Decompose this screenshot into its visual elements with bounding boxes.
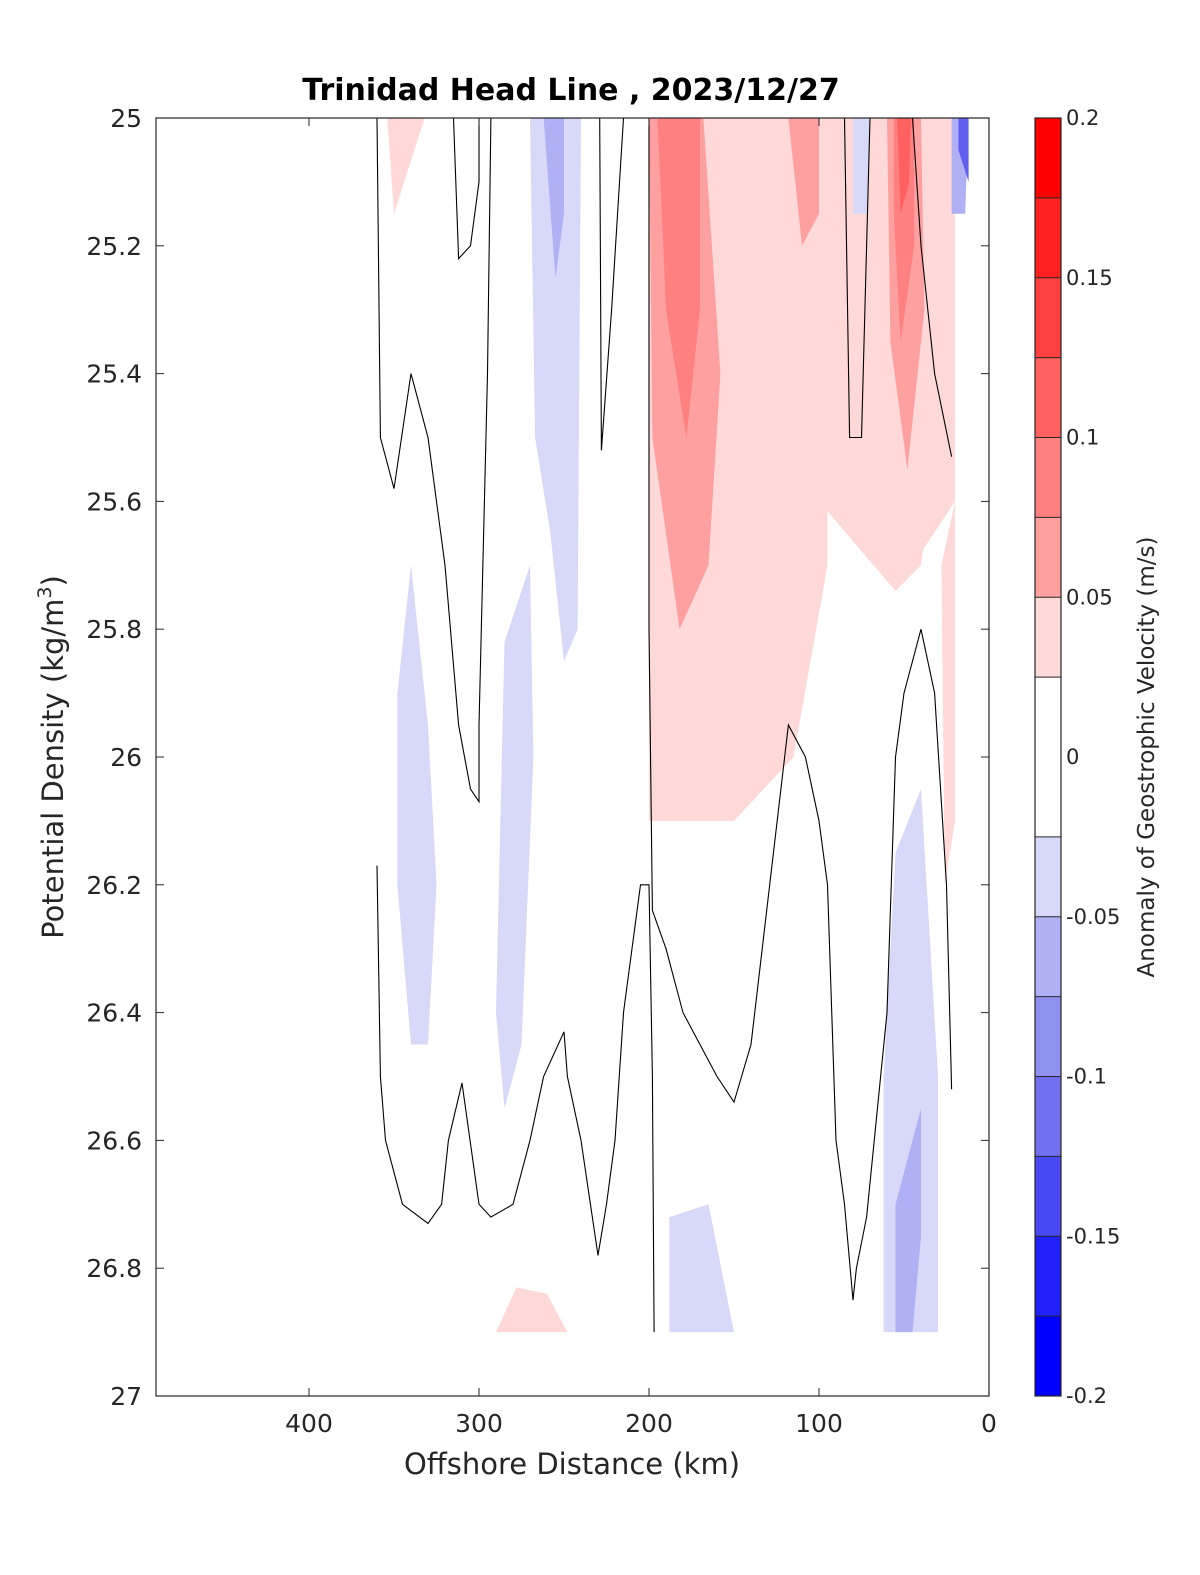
y-tick-label: 26.2 bbox=[86, 871, 142, 900]
x-tick-label: 100 bbox=[795, 1409, 843, 1438]
colorbar-swatch-11 bbox=[1035, 1076, 1061, 1157]
velocity-region-16 bbox=[853, 118, 870, 214]
x-axis-ticks: 400 300 200 100 0 bbox=[285, 118, 997, 1438]
y-tick-label: 25.4 bbox=[86, 360, 142, 389]
colorbar-swatch-6 bbox=[1035, 597, 1061, 678]
velocity-region-11 bbox=[496, 1287, 568, 1333]
chart-title: Trinidad Head Line , 2023/12/27 bbox=[302, 73, 839, 108]
velocity-region-14 bbox=[397, 565, 437, 1045]
colorbar-tick-label: -0.2 bbox=[1066, 1384, 1107, 1408]
colorbar-tick-label: -0.15 bbox=[1066, 1224, 1120, 1248]
colorbar-tick-label: 0.1 bbox=[1066, 426, 1099, 450]
y-tick-label: 25.8 bbox=[86, 615, 142, 644]
x-tick-label: 300 bbox=[455, 1409, 503, 1438]
velocity-fill-regions bbox=[387, 118, 969, 1333]
zero-contour-5 bbox=[843, 117, 871, 439]
colorbar-swatch-13 bbox=[1035, 1236, 1061, 1317]
colorbar-swatch-5 bbox=[1035, 517, 1061, 598]
y-tick-label: 25.6 bbox=[86, 487, 142, 516]
colorbar: 0.2 0.15 0.1 0.05 0 -0.05 -0.1 -0.15 -0.2 bbox=[1034, 106, 1120, 1408]
zero-contour-lines bbox=[376, 117, 953, 1333]
colorbar-swatch-0 bbox=[1035, 118, 1061, 198]
y-axis-label-superscript: 3 bbox=[34, 586, 56, 598]
y-tick-label: 26 bbox=[110, 743, 142, 772]
zero-contour-1 bbox=[452, 117, 480, 260]
colorbar-label: Anomaly of Geostrophic Velocity (m/s) bbox=[1134, 537, 1160, 978]
colorbar-tick-label: 0.2 bbox=[1066, 106, 1099, 130]
y-tick-label: 26.6 bbox=[86, 1126, 142, 1155]
x-tick-label: 200 bbox=[625, 1409, 673, 1438]
colorbar-swatch-1 bbox=[1035, 197, 1061, 278]
x-tick-label: 0 bbox=[981, 1409, 997, 1438]
velocity-region-3 bbox=[657, 118, 700, 438]
velocity-region-12 bbox=[530, 118, 581, 662]
colorbar-swatch-14 bbox=[1035, 1316, 1061, 1396]
colorbar-swatch-2 bbox=[1035, 277, 1061, 358]
colorbar-tick-label: -0.1 bbox=[1066, 1065, 1107, 1089]
zero-contour-0 bbox=[376, 117, 492, 804]
colorbar-tick-label: 0.15 bbox=[1066, 266, 1113, 290]
zero-contour-6 bbox=[911, 117, 953, 457]
velocity-region-10 bbox=[941, 501, 955, 885]
colorbar-tick-label: -0.05 bbox=[1066, 905, 1120, 929]
colorbar-swatch-10 bbox=[1035, 996, 1061, 1077]
colorbar-swatch-9 bbox=[1035, 916, 1061, 997]
y-tick-label: 25 bbox=[110, 104, 142, 133]
velocity-region-19 bbox=[669, 1204, 734, 1333]
x-axis-label: Offshore Distance (km) bbox=[404, 1447, 740, 1481]
x-tick-label: 400 bbox=[285, 1409, 333, 1438]
y-axis-ticks: 25 25.2 25.4 25.6 25.8 26 26.2 26.4 26.6 26.8 27 bbox=[86, 104, 989, 1411]
colorbar-swatch-12 bbox=[1035, 1156, 1061, 1237]
colorbar-tick-label: 0.05 bbox=[1066, 585, 1113, 609]
y-tick-label: 25.2 bbox=[86, 232, 142, 261]
velocity-region-15 bbox=[496, 565, 534, 1109]
velocity-region-9 bbox=[387, 118, 425, 214]
velocity-region-18 bbox=[895, 1108, 921, 1333]
colorbar-tick-label: 0 bbox=[1066, 745, 1079, 769]
colorbar-swatch-4 bbox=[1035, 437, 1061, 518]
colorbar-frame bbox=[1034, 117, 1062, 1397]
zero-contour-3 bbox=[648, 118, 953, 1301]
velocity-region-21 bbox=[958, 118, 969, 182]
zero-contour-2 bbox=[599, 117, 625, 451]
y-tick-label: 27 bbox=[110, 1382, 142, 1411]
velocity-region-13 bbox=[543, 118, 564, 278]
velocity-region-8 bbox=[897, 118, 911, 214]
y-tick-label: 26.4 bbox=[86, 999, 142, 1028]
colorbar-swatch-8 bbox=[1035, 836, 1061, 917]
y-axis-label: Potential Density (kg/m3) bbox=[34, 575, 70, 939]
velocity-region-17 bbox=[883, 789, 938, 1333]
colorbar-swatch-3 bbox=[1035, 357, 1061, 438]
colorbar-swatch-7 bbox=[1035, 677, 1061, 837]
y-tick-label: 26.8 bbox=[86, 1254, 142, 1283]
velocity-region-4 bbox=[788, 118, 819, 246]
zero-contour-4 bbox=[376, 865, 655, 1333]
